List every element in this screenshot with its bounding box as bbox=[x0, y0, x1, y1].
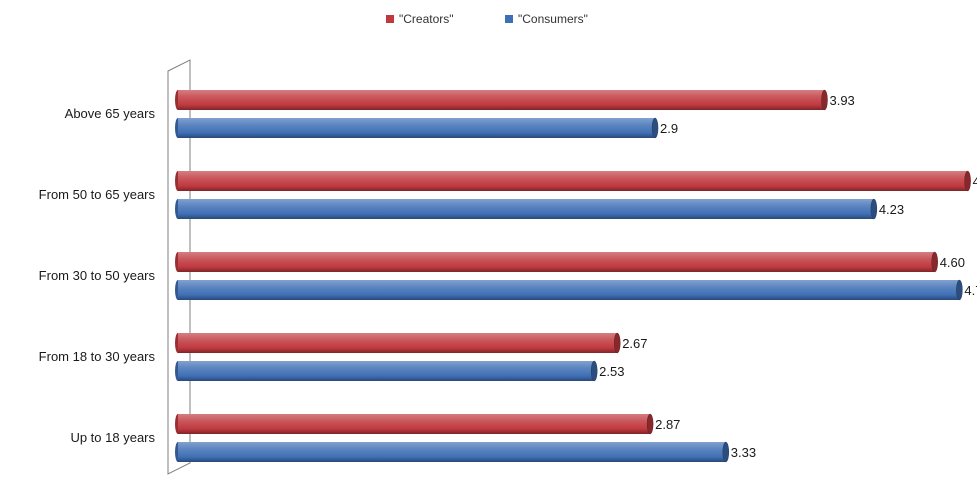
data-labels: 3.93 2.9 4.80 4.23 4.60 4.75 2.67 2.53 2.87 3.33 bbox=[599, 93, 977, 460]
legend: "Creators" "Consumers" bbox=[386, 12, 588, 26]
data-label: 4.75 bbox=[964, 283, 977, 298]
data-label: 3.93 bbox=[829, 93, 854, 108]
bar-consumers bbox=[175, 198, 878, 220]
category-label: From 50 to 65 years bbox=[39, 187, 156, 202]
bar-consumers bbox=[175, 279, 963, 301]
data-label: 3.33 bbox=[731, 445, 756, 460]
bar-creators bbox=[175, 89, 828, 111]
bar-creators bbox=[175, 413, 654, 435]
category-axis: Above 65 years From 50 to 65 years From 30… bbox=[39, 106, 156, 445]
data-label: 4.23 bbox=[879, 202, 904, 217]
bars bbox=[175, 89, 971, 463]
category-label: Above 65 years bbox=[65, 106, 156, 121]
bar-creators bbox=[175, 332, 621, 354]
bar-creators bbox=[175, 170, 971, 192]
data-label: 4.60 bbox=[940, 255, 965, 270]
data-label: 2.67 bbox=[622, 336, 647, 351]
bar-consumers bbox=[175, 117, 659, 139]
legend-label-0: "Creators" bbox=[399, 12, 454, 26]
bar-consumers bbox=[175, 360, 598, 382]
legend-label-1: "Consumers" bbox=[518, 12, 588, 26]
data-label: 2.53 bbox=[599, 364, 624, 379]
data-label: 2.87 bbox=[655, 417, 680, 432]
legend-swatch-1 bbox=[505, 15, 513, 23]
data-label: 4.80 bbox=[973, 174, 977, 189]
category-label: Up to 18 years bbox=[70, 430, 155, 445]
category-label: From 18 to 30 years bbox=[39, 349, 156, 364]
data-label: 2.9 bbox=[660, 121, 678, 136]
bar-creators bbox=[175, 251, 938, 273]
category-label: From 30 to 50 years bbox=[39, 268, 156, 283]
legend-swatch-0 bbox=[386, 15, 394, 23]
bar-consumers bbox=[175, 441, 730, 463]
